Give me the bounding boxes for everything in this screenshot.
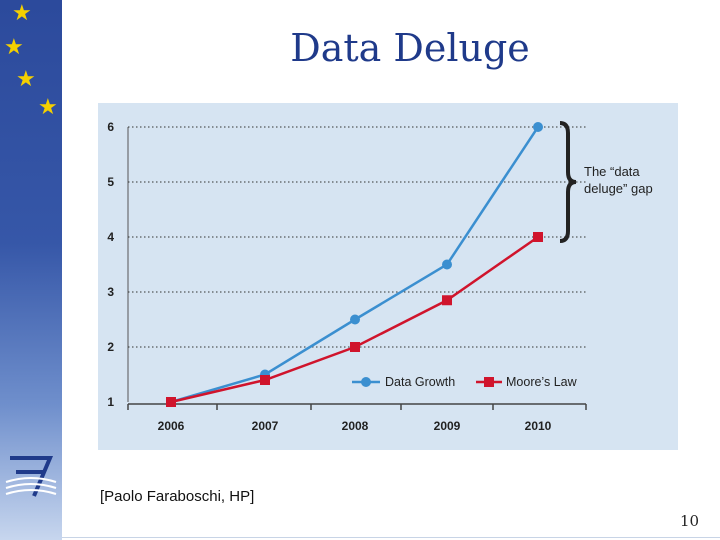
slide-title: Data Deluge: [290, 26, 530, 70]
fp7-logo-icon: [5, 456, 57, 497]
line-chart: 1 2 3 4 5 6 2006 2007 2008 2009 2010 Data Growth Moo…: [107, 120, 653, 433]
legend-marker-data-growth: [361, 377, 371, 387]
chart-panel: 1 2 3 4 5 6 2006 2007 2008 2009 2010 Data Growth Moo…: [98, 103, 678, 450]
annotation-line: The “data: [584, 164, 640, 179]
legend-label: Moore’s Law: [506, 375, 578, 389]
page-number: 10: [680, 512, 700, 530]
star-icon: ★: [16, 66, 36, 91]
star-icon: ★: [4, 34, 24, 59]
footer-divider: [62, 537, 720, 538]
star-icon: ★: [12, 0, 32, 25]
sidebar-band: ★ ★ ★ ★: [0, 0, 62, 540]
data-point-moore-s-law: [166, 397, 176, 407]
source-citation: [Paolo Faraboschi, HP]: [100, 488, 255, 505]
x-tick-label: 2010: [525, 419, 552, 433]
y-tick-label: 4: [107, 230, 114, 244]
data-point-moore-s-law: [442, 295, 452, 306]
data-point-data-growth: [350, 314, 360, 325]
y-tick-label: 2: [107, 340, 114, 354]
annotation-line: deluge” gap: [584, 181, 653, 196]
y-tick-label: 3: [107, 285, 114, 299]
x-tick-label: 2008: [342, 419, 369, 433]
gap-brace: [559, 121, 577, 243]
legend-label: Data Growth: [385, 375, 455, 389]
data-point-moore-s-law: [533, 232, 543, 242]
x-tick-label: 2006: [158, 419, 185, 433]
legend-marker-moores-law: [484, 377, 494, 387]
x-tick-label: 2009: [434, 419, 461, 433]
data-point-moore-s-law: [260, 375, 270, 385]
data-point-moore-s-law: [350, 342, 360, 352]
data-point-data-growth: [442, 259, 452, 270]
y-tick-label: 1: [107, 395, 114, 409]
data-point-data-growth: [533, 122, 543, 132]
y-tick-label: 5: [107, 175, 114, 189]
y-tick-label: 6: [107, 120, 114, 134]
series-line-data-growth: [170, 126, 540, 404]
star-icon: ★: [38, 94, 58, 119]
x-tick-label: 2007: [252, 419, 279, 433]
